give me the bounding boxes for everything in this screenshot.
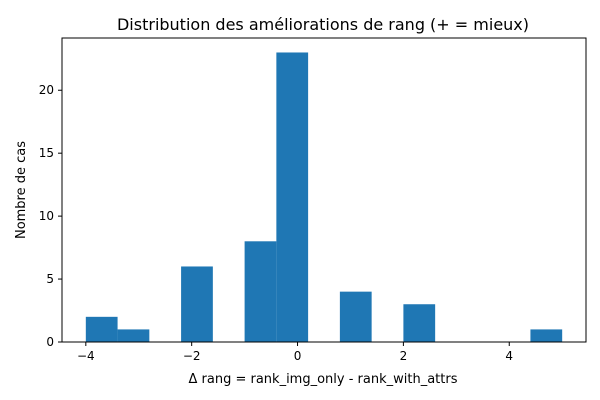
x-tick-label-2: 0: [294, 349, 302, 363]
histogram-bar-5: [244, 241, 277, 342]
x-tick-label-4: 4: [505, 349, 513, 363]
x-axis-ticks: −4 −2 0 2 4: [77, 342, 513, 363]
histogram-bar-14: [530, 329, 563, 342]
histogram-bar-10: [403, 304, 436, 342]
y-tick-label-1: 5: [46, 272, 54, 286]
x-tick-label-1: −2: [183, 349, 201, 363]
y-axis-ticks: 0 5 10 15 20: [39, 83, 62, 349]
y-axis-label: Nombre de cas: [14, 141, 29, 239]
y-tick-label-4: 20: [39, 83, 54, 97]
x-tick-label-0: −4: [77, 349, 95, 363]
histogram-bar-6: [276, 52, 309, 342]
chart-title: Distribution des améliorations de rang (…: [117, 15, 529, 34]
bars-group: [85, 52, 563, 342]
x-tick-label-3: 2: [400, 349, 408, 363]
histogram-bar-0: [85, 316, 118, 342]
y-tick-label-2: 10: [39, 209, 54, 223]
y-tick-label-3: 15: [39, 146, 54, 160]
y-tick-label-0: 0: [46, 335, 54, 349]
plot-frame: [61, 37, 587, 343]
x-axis-label: Δ rang = rank_img_only - rank_with_attrs: [189, 372, 458, 387]
histogram-bar-1: [117, 329, 150, 342]
histogram-bar-3: [181, 266, 213, 342]
histogram-bar-8: [339, 291, 372, 342]
